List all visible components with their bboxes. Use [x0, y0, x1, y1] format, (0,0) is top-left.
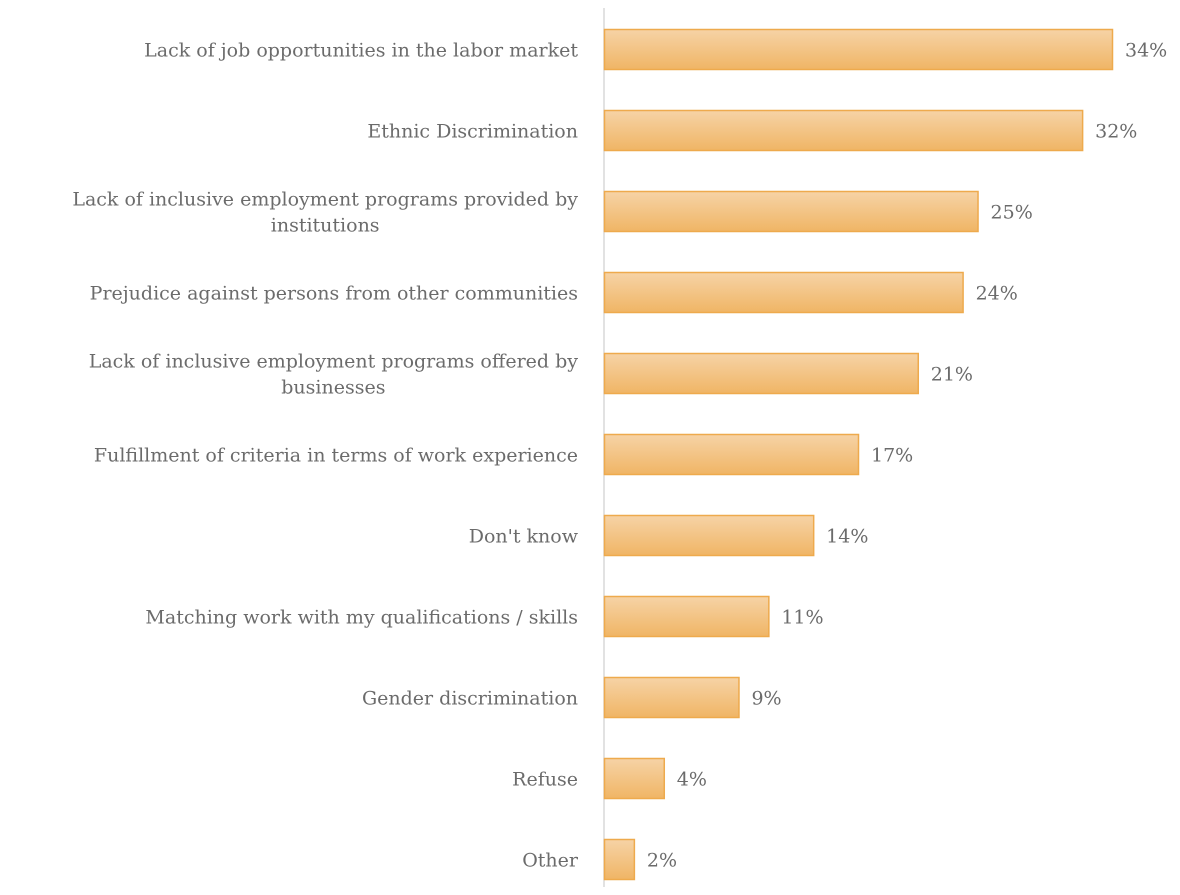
category-label-line: Lack of inclusive employment programs pr…	[72, 189, 578, 211]
bar	[603, 676, 740, 719]
category-label: Lack of job opportunities in the labor m…	[144, 40, 578, 62]
category-label: Fulfillment of criteria in terms of work…	[94, 445, 578, 467]
value-label: 34%	[1125, 40, 1167, 62]
bar	[603, 352, 920, 395]
value-label: 14%	[826, 526, 868, 548]
bar	[603, 433, 860, 476]
value-label: 32%	[1095, 121, 1137, 143]
category-label: Refuse	[512, 769, 578, 791]
value-label: 17%	[871, 445, 913, 467]
category-labels-layer: Lack of job opportunities in the labor m…	[72, 40, 579, 872]
category-label-line: businesses	[281, 377, 385, 399]
bar	[603, 838, 636, 881]
value-label: 25%	[991, 202, 1033, 224]
category-label: Gender discrimination	[362, 688, 578, 710]
bar	[603, 757, 666, 800]
category-label: Ethnic Discrimination	[367, 121, 578, 143]
value-label: 2%	[647, 850, 677, 872]
bar	[603, 28, 1114, 71]
category-label: Lack of inclusive employment programs pr…	[72, 189, 578, 237]
value-label: 4%	[677, 769, 707, 791]
category-label: Lack of inclusive employment programs of…	[89, 351, 579, 399]
bar	[603, 595, 770, 638]
value-labels-layer: 34% 32% 25% 24% 21% 17% 14% 11% 9% 4% 2%	[647, 40, 1167, 872]
category-label: Matching work with my qualifications / s…	[145, 607, 578, 629]
category-label: Other	[522, 850, 579, 872]
value-label: 9%	[751, 688, 781, 710]
bars-layer	[603, 28, 1114, 881]
category-label-line: Lack of inclusive employment programs of…	[89, 351, 579, 373]
bar	[603, 109, 1084, 152]
bar	[603, 514, 815, 557]
value-label: 24%	[976, 283, 1018, 305]
category-label: Don't know	[469, 526, 579, 548]
bar	[603, 190, 979, 233]
category-label-line: institutions	[271, 215, 380, 237]
value-label: 21%	[931, 364, 973, 386]
value-label: 11%	[781, 607, 823, 629]
bar	[603, 271, 964, 314]
category-label: Prejudice against persons from other com…	[90, 283, 578, 305]
